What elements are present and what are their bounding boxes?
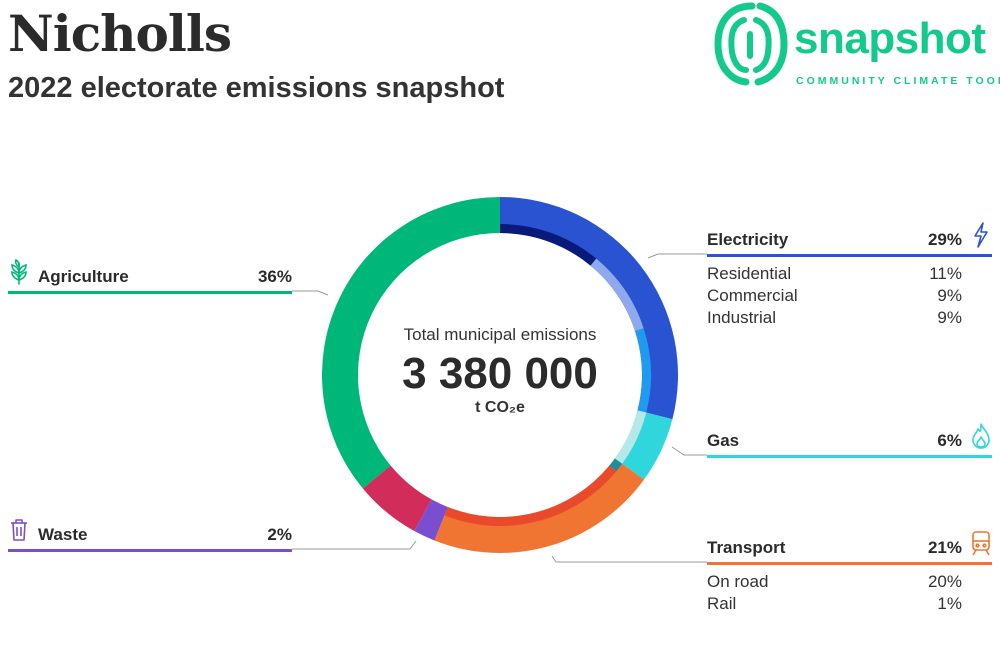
leader-line-waste [292,540,417,550]
page-subtitle: 2022 electorate emissions snapshot [8,72,505,104]
leader-line-electricity [647,253,707,259]
donut-segment-waste [414,499,448,541]
subcategory-row: On road 20% [707,572,992,594]
flame-icon [972,423,990,449]
leader-line-agriculture [292,290,329,296]
donut-segment-other [362,465,432,531]
electricity-rule [707,254,992,257]
subcategory-row: Residential 11% [707,264,992,286]
subcategory-label: On road [707,572,769,591]
donut-segment-gas [614,410,673,480]
transport-percent: 21% [927,538,962,557]
logo-tagline: COMMUNITY CLIMATE TOOL [796,75,1000,87]
leader-lines [292,253,707,563]
category-agriculture: Agriculture 36% [8,259,292,294]
donut-segment-rail [609,458,623,472]
transport-label: Transport [707,538,786,557]
subcategory-row: Industrial 9% [707,308,992,330]
category-transport: Transport 21% On road 20% Rail 1% [707,531,992,616]
bin-icon [11,519,27,541]
lightning-icon [974,222,988,248]
gas-percent: 6% [937,431,962,450]
subcategory-percent: 11% [929,264,962,283]
agriculture-percent: 36% [257,267,292,286]
subcategory-percent: 1% [937,594,962,613]
gas-rule [707,455,992,458]
outer-ring [322,197,678,553]
electricity-subcategories: Residential 11% Commercial 9% Industrial… [707,264,992,330]
electricity-percent: 29% [927,230,962,249]
agriculture-label: Agriculture [38,267,129,286]
subcategory-row: Rail 1% [707,594,992,616]
transport-subcategories: On road 20% Rail 1% [707,572,992,616]
subcategory-label: Commercial [707,286,798,305]
gas-label: Gas [707,431,740,450]
electricity-label: Electricity [707,230,789,249]
subcategory-label: Residential [707,264,792,283]
category-electricity: Electricity 29% Residential 11% Commerci… [707,222,992,330]
subcategory-label: Rail [707,594,737,613]
sprout-icon [11,259,27,285]
donut-segment-agriculture [322,197,500,489]
subcategory-percent: 9% [937,286,962,305]
category-waste: Waste 2% [8,519,292,552]
chart-center: Total municipal emissions 3 380 000 t CO… [340,325,660,417]
subcategory-percent: 20% [927,572,962,591]
subcategory-row: Commercial 9% [707,286,992,308]
leader-line-gas [671,446,707,456]
total-label: Total municipal emissions [403,325,597,344]
page-title: Nicholls [8,4,232,63]
donut-segment-commercial [590,258,644,332]
waste-label: Waste [38,525,88,544]
waste-rule [8,549,292,552]
category-gas: Gas 6% [707,423,992,458]
agriculture-rule [8,291,292,294]
donut-segment-on-road [444,465,617,526]
donut-segment-transport [434,458,645,553]
logo-wordmark: snapshot [794,14,986,63]
subcategory-label: Industrial [707,308,776,327]
donut-segment-industrial [635,328,652,413]
waste-percent: 2% [267,525,292,544]
total-value: 3 380 000 [402,349,598,398]
fingerprint-logo-icon [714,2,788,86]
snapshot-logo: snapshot COMMUNITY CLIMATE TOOL [712,0,1000,92]
transport-rule [707,562,992,565]
donut-segment-gas [614,410,647,464]
subcategory-percent: 9% [937,308,962,327]
donut-segment-residential [500,224,597,266]
inner-ring [444,224,652,526]
donut-segment-electricity [500,197,678,420]
leader-line-transport [551,555,707,563]
train-icon [972,531,990,556]
total-unit: t CO₂e [475,399,525,416]
